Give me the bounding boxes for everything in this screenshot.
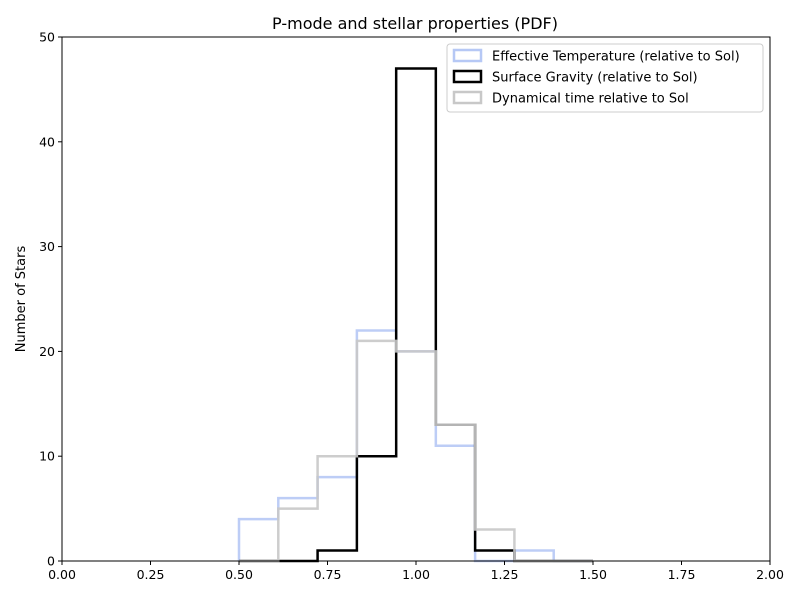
y-tick-label: 30 (39, 239, 55, 254)
x-tick-label: 0.25 (137, 567, 165, 582)
y-tick-label: 40 (39, 134, 55, 149)
x-tick-label: 1.75 (668, 567, 696, 582)
histogram-step-dynamical-time-relative-to-sol (239, 339, 593, 563)
legend-swatch-effective-temperature-relative-to-sol (452, 48, 483, 63)
x-tick-label: 0.75 (314, 567, 342, 582)
histogram-series-layer (237, 67, 593, 563)
x-tick-label: 1.25 (491, 567, 519, 582)
legend-box (446, 43, 764, 113)
y-tick-label: 20 (39, 344, 55, 359)
x-tick-label: 1.50 (579, 567, 607, 582)
legend-label-dynamical-time-relative-to-sol: Dynamical time relative to Sol (492, 92, 689, 107)
x-tick-label: 0.50 (225, 567, 253, 582)
x-tick-label: 2.00 (756, 567, 784, 582)
y-tick-label: 0 (47, 554, 55, 569)
x-tick-label: 1.00 (402, 567, 430, 582)
chart-title: P-mode and stellar properties (PDF) (272, 14, 558, 33)
legend: Effective Temperature (relative to Sol) S… (446, 43, 764, 113)
legend-swatch-dynamical-time-relative-to-sol (452, 90, 483, 105)
y-tick-label: 50 (39, 30, 55, 45)
legend-swatch-surface-gravity-relative-to-sol (452, 69, 483, 84)
legend-label-effective-temperature-relative-to-sol: Effective Temperature (relative to Sol) (492, 50, 740, 65)
legend-label-surface-gravity-relative-to-sol: Surface Gravity (relative to Sol) (492, 71, 698, 86)
y-axis-label: Number of Stars (14, 246, 29, 353)
x-tick-label: 0.00 (48, 567, 76, 582)
axes: 0.00 0.25 0.50 0.75 1.00 1.25 1.50 1.75 2.00 0 10 2… (39, 30, 784, 583)
y-tick-label: 10 (39, 449, 55, 464)
